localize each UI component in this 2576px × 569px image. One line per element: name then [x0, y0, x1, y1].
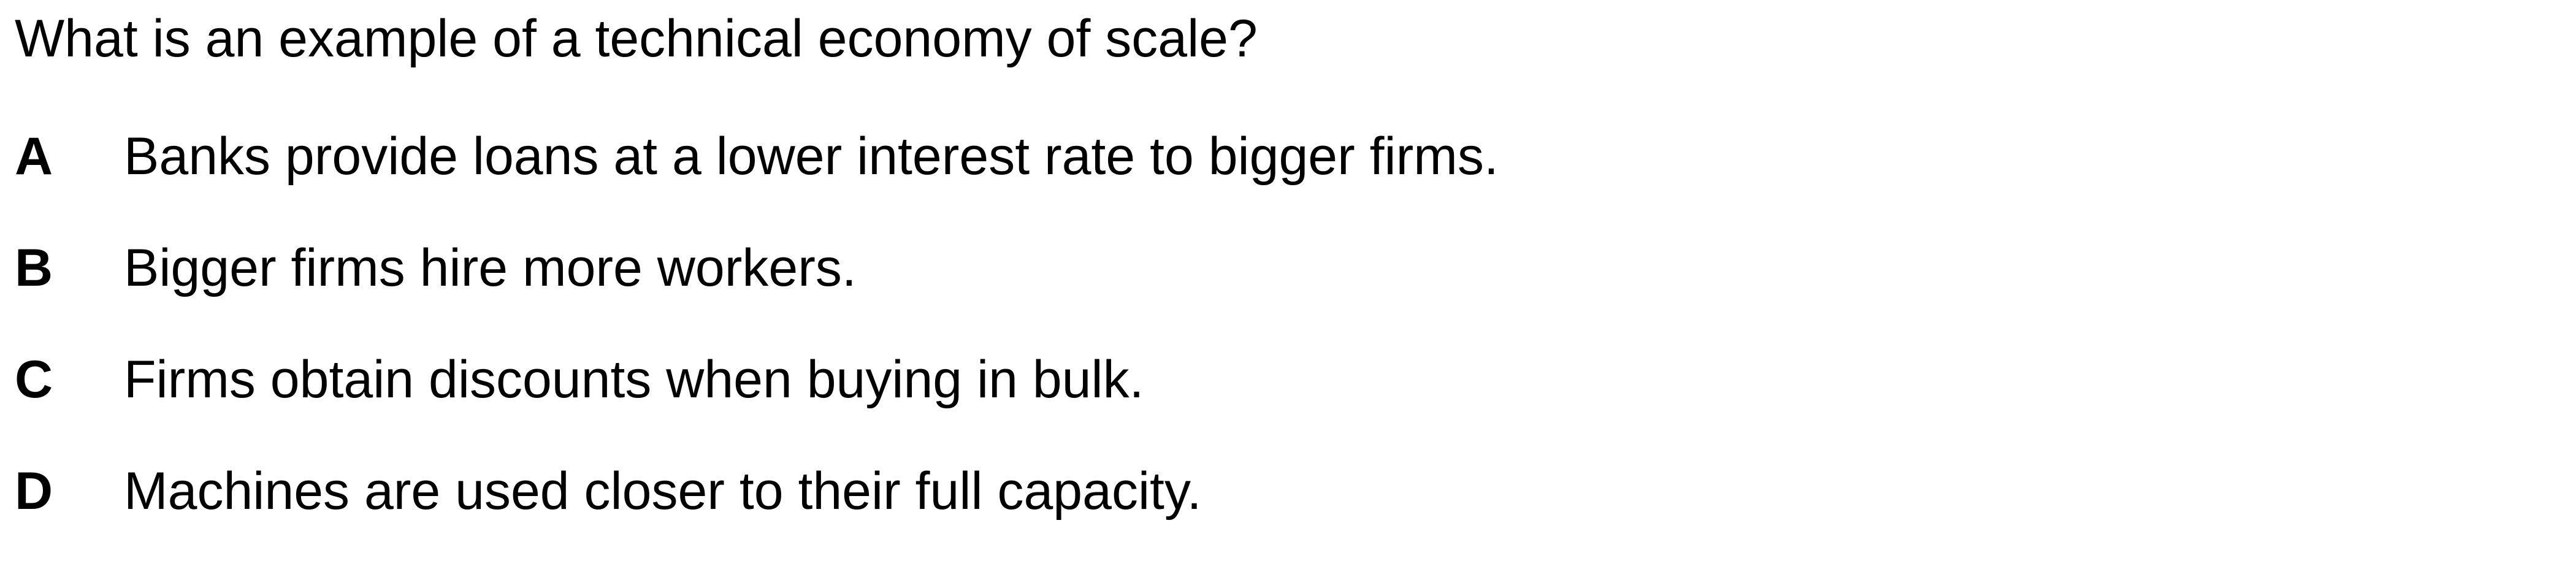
option-d-letter: D: [15, 462, 53, 521]
option-a-letter: A: [15, 127, 53, 186]
option-a-text: Banks provide loans at a lower interest …: [124, 127, 1499, 186]
option-b: B Bigger firms hire more workers.: [15, 234, 2559, 346]
option-d-text: Machines are used closer to their full c…: [124, 462, 1202, 521]
option-c-letter: C: [15, 350, 53, 409]
option-c-text: Firms obtain discounts when buying in bu…: [124, 350, 1144, 409]
option-c: C Firms obtain discounts when buying in …: [15, 346, 2559, 457]
option-b-letter: B: [15, 239, 53, 297]
question-text: What is an example of a technical econom…: [15, 9, 1258, 68]
option-b-text: Bigger firms hire more workers.: [124, 239, 857, 297]
option-d: D Machines are used closer to their full…: [15, 457, 2559, 569]
answer-options: A Banks provide loans at a lower interes…: [15, 123, 2559, 569]
option-a: A Banks provide loans at a lower interes…: [15, 123, 2559, 234]
